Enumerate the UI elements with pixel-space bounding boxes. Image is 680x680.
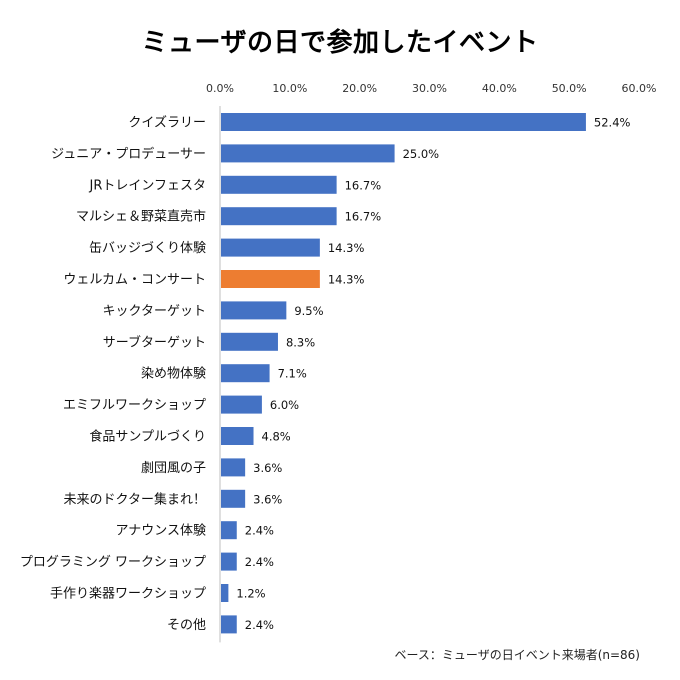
data-label: 1.2%	[236, 587, 265, 601]
bar	[221, 521, 237, 540]
bar	[221, 332, 278, 351]
bar	[221, 489, 246, 508]
data-label: 6.0%	[270, 398, 299, 412]
bar	[221, 458, 246, 477]
category-label: 未来のドクター集まれ！	[64, 491, 206, 507]
bar	[221, 552, 237, 571]
data-label: 3.6%	[253, 461, 282, 475]
x-tick-label: 60.0%	[622, 82, 657, 95]
x-tick-label: 0.0%	[206, 82, 234, 95]
category-label: キックターゲット	[103, 304, 206, 319]
bar	[221, 395, 262, 414]
x-tick-label: 20.0%	[342, 82, 377, 95]
data-label: 2.4%	[245, 524, 274, 538]
data-label: 16.7%	[345, 210, 382, 224]
data-label: 2.4%	[245, 555, 274, 569]
category-label: サーブターゲット	[103, 334, 206, 350]
bar	[221, 615, 237, 634]
category-label: その他	[167, 618, 206, 633]
category-label: プログラミング ワークショップ	[20, 555, 206, 570]
data-label: 14.3%	[328, 273, 365, 287]
data-label: 7.1%	[278, 367, 307, 381]
category-label: ジュニア・プロデューサー	[51, 146, 206, 162]
base-note: ベース：ミューザの日イベント来場者(n=86)	[394, 648, 640, 662]
bar	[221, 584, 229, 602]
bar	[221, 364, 270, 383]
x-tick-label: 50.0%	[552, 82, 587, 95]
bar	[221, 270, 320, 288]
x-tick-label: 30.0%	[412, 82, 447, 95]
data-label: 9.5%	[294, 304, 323, 318]
bar	[221, 207, 337, 226]
bar	[221, 238, 320, 257]
data-label: 2.4%	[245, 618, 274, 632]
category-label: エミフルワークショップ	[63, 398, 206, 413]
category-label: 食品サンプルづくり	[89, 429, 206, 445]
bar	[221, 301, 287, 320]
data-label: 4.8%	[262, 430, 291, 444]
category-label: アナウンス体験	[116, 524, 206, 539]
category-label: 劇団風の子	[141, 461, 206, 476]
category-label: クイズラリー	[128, 115, 206, 131]
bar	[221, 427, 254, 445]
bar	[221, 113, 586, 131]
data-label: 52.4%	[594, 116, 631, 130]
chart-title: ミューザの日で参加したイベント	[141, 28, 539, 58]
x-tick-label: 10.0%	[272, 82, 307, 95]
data-label: 16.7%	[345, 178, 382, 192]
category-label: 缶バッジづくり体験	[89, 241, 206, 256]
category-label: 手作り楽器ワークショップ	[50, 586, 206, 602]
category-label: マルシェ＆野菜直売市	[76, 209, 206, 225]
data-label: 14.3%	[328, 241, 365, 255]
data-label: 25.0%	[403, 147, 440, 161]
category-label: ウェルカム・コンサート	[63, 273, 206, 288]
data-label: 8.3%	[286, 335, 315, 349]
x-tick-label: 40.0%	[482, 82, 517, 95]
category-label: JRトレインフェスタ	[89, 178, 206, 193]
category-label: 染め物体験	[141, 367, 206, 382]
bar	[221, 175, 337, 194]
data-label: 3.6%	[253, 492, 282, 506]
bar	[221, 144, 395, 163]
